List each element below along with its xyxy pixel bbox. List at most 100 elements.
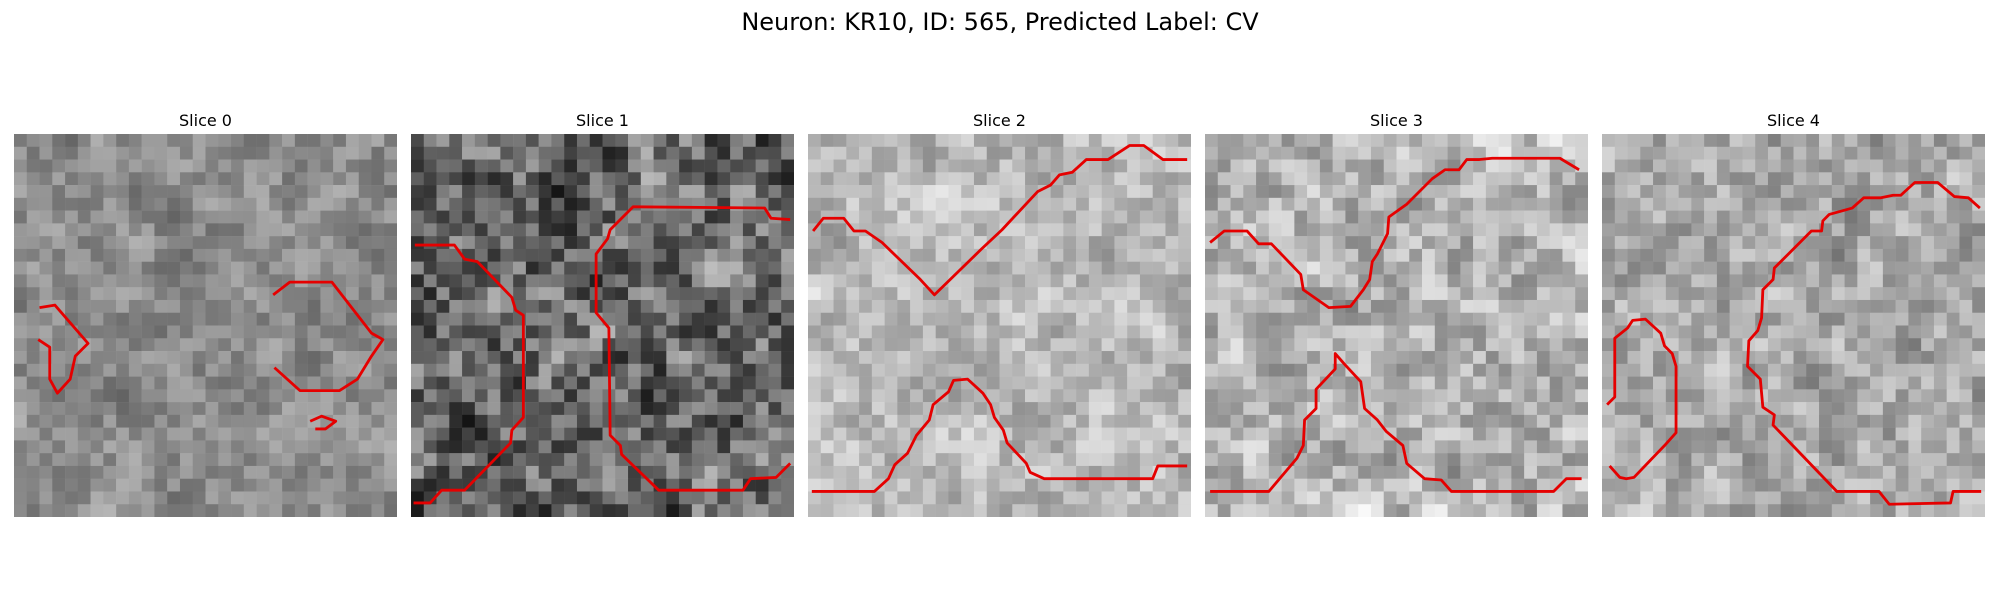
pixel bbox=[1933, 427, 1947, 441]
pixel bbox=[1307, 389, 1321, 403]
pixel bbox=[128, 210, 142, 224]
pixel bbox=[1101, 312, 1115, 326]
pixel bbox=[742, 338, 756, 352]
pixel bbox=[1882, 312, 1896, 326]
pixel bbox=[640, 134, 654, 148]
pixel bbox=[999, 402, 1013, 416]
pixel bbox=[833, 274, 847, 288]
pixel bbox=[1767, 351, 1781, 365]
pixel bbox=[742, 414, 756, 428]
pixel bbox=[269, 185, 283, 199]
pixel bbox=[935, 312, 949, 326]
pixel bbox=[1691, 504, 1705, 517]
pixel bbox=[1396, 312, 1410, 326]
pixel bbox=[1281, 478, 1295, 492]
pixel bbox=[820, 325, 834, 339]
pixel bbox=[1870, 389, 1884, 403]
pixel bbox=[1921, 351, 1935, 365]
pixel bbox=[717, 236, 731, 250]
pixel bbox=[1422, 299, 1436, 313]
pixel bbox=[1729, 491, 1743, 505]
pixel bbox=[1665, 146, 1679, 160]
pixel bbox=[576, 504, 590, 517]
pixel bbox=[922, 440, 936, 454]
pixel bbox=[551, 248, 565, 262]
pixel bbox=[1165, 363, 1179, 377]
pixel bbox=[39, 478, 53, 492]
pixel bbox=[1434, 134, 1448, 148]
pixel bbox=[1524, 363, 1538, 377]
pixel bbox=[1716, 465, 1730, 479]
pixel bbox=[192, 248, 206, 262]
pixel bbox=[935, 210, 949, 224]
pixel bbox=[1152, 363, 1166, 377]
pixel bbox=[1205, 440, 1219, 454]
pixel bbox=[859, 453, 873, 467]
pixel bbox=[1165, 427, 1179, 441]
pixel bbox=[1050, 146, 1064, 160]
pixel bbox=[65, 504, 79, 517]
pixel bbox=[218, 338, 232, 352]
pixel bbox=[14, 338, 28, 352]
pixel bbox=[846, 248, 860, 262]
pixel bbox=[1819, 197, 1833, 211]
pixel bbox=[755, 325, 769, 339]
pixel bbox=[691, 453, 705, 467]
pixel bbox=[525, 248, 539, 262]
pixel bbox=[1653, 185, 1667, 199]
pixel bbox=[1088, 491, 1102, 505]
pixel bbox=[1959, 210, 1973, 224]
pixel bbox=[256, 491, 270, 505]
pixel bbox=[1498, 134, 1512, 148]
pixel bbox=[1205, 146, 1219, 160]
pixel bbox=[1025, 134, 1039, 148]
pixel bbox=[1281, 325, 1295, 339]
pixel bbox=[525, 325, 539, 339]
pixel bbox=[1307, 402, 1321, 416]
pixel bbox=[436, 453, 450, 467]
pixel bbox=[1511, 134, 1525, 148]
pixel bbox=[1524, 453, 1538, 467]
pixel bbox=[1704, 146, 1718, 160]
pixel bbox=[1806, 440, 1820, 454]
pixel bbox=[1370, 427, 1384, 441]
pixel bbox=[1447, 197, 1461, 211]
pixel bbox=[999, 312, 1013, 326]
pixel bbox=[1383, 504, 1397, 517]
pixel bbox=[90, 274, 104, 288]
pixel bbox=[1332, 491, 1346, 505]
pixel bbox=[116, 236, 130, 250]
slice-image-0 bbox=[14, 134, 397, 517]
pixel bbox=[1602, 197, 1616, 211]
pixel bbox=[1447, 261, 1461, 275]
pixel bbox=[1640, 197, 1654, 211]
pixel bbox=[192, 453, 206, 467]
pixel bbox=[1946, 376, 1960, 390]
pixel bbox=[1549, 376, 1563, 390]
pixel bbox=[1050, 325, 1064, 339]
pixel bbox=[1345, 427, 1359, 441]
pixel bbox=[1332, 197, 1346, 211]
pixel bbox=[205, 504, 219, 517]
pixel bbox=[1498, 185, 1512, 199]
pixel bbox=[141, 376, 155, 390]
pixel bbox=[103, 440, 117, 454]
pixel bbox=[1767, 325, 1781, 339]
pixel bbox=[411, 504, 425, 517]
pixel bbox=[1691, 159, 1705, 173]
pixel bbox=[333, 351, 347, 365]
pixel bbox=[294, 223, 308, 237]
pixel bbox=[884, 351, 898, 365]
pixel bbox=[1857, 185, 1871, 199]
pixel bbox=[820, 299, 834, 313]
pixel bbox=[154, 453, 168, 467]
pixel bbox=[256, 274, 270, 288]
pixel bbox=[1959, 134, 1973, 148]
pixel bbox=[1806, 172, 1820, 186]
pixel bbox=[742, 146, 756, 160]
pixel bbox=[1396, 491, 1410, 505]
pixel bbox=[1921, 299, 1935, 313]
pixel bbox=[449, 478, 463, 492]
pixel bbox=[859, 504, 873, 517]
pixel bbox=[1358, 338, 1372, 352]
